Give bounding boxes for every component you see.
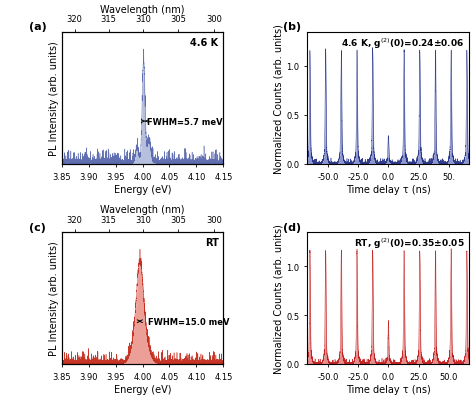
Text: 4.6 K, g$^{(2)}$(0)=0.24±0.06: 4.6 K, g$^{(2)}$(0)=0.24±0.06 <box>341 37 465 51</box>
X-axis label: Wavelength (nm): Wavelength (nm) <box>100 204 185 214</box>
Text: (c): (c) <box>29 222 46 232</box>
Text: FWHM=15.0 meV: FWHM=15.0 meV <box>148 317 229 326</box>
Y-axis label: Normalized Counts (arb. units): Normalized Counts (arb. units) <box>273 24 283 173</box>
X-axis label: Time delay τ (ns): Time delay τ (ns) <box>346 384 431 394</box>
Text: RT, g$^{(2)}$(0)=0.35±0.05: RT, g$^{(2)}$(0)=0.35±0.05 <box>354 236 465 251</box>
Text: (b): (b) <box>283 22 301 32</box>
X-axis label: Energy (eV): Energy (eV) <box>114 184 171 194</box>
Text: 4.6 K: 4.6 K <box>191 38 219 48</box>
Text: RT: RT <box>205 238 219 248</box>
X-axis label: Energy (eV): Energy (eV) <box>114 384 171 394</box>
X-axis label: Wavelength (nm): Wavelength (nm) <box>100 4 185 15</box>
Y-axis label: PL Intensity (arb. units): PL Intensity (arb. units) <box>49 241 59 355</box>
Text: (a): (a) <box>29 22 47 32</box>
Text: (d): (d) <box>283 222 301 232</box>
Y-axis label: PL Intensity (arb. units): PL Intensity (arb. units) <box>49 41 59 156</box>
X-axis label: Time delay τ (ns): Time delay τ (ns) <box>346 184 431 194</box>
Y-axis label: Normalized Counts (arb. units): Normalized Counts (arb. units) <box>273 224 283 373</box>
Text: FWHM=5.7 meV: FWHM=5.7 meV <box>147 117 222 126</box>
